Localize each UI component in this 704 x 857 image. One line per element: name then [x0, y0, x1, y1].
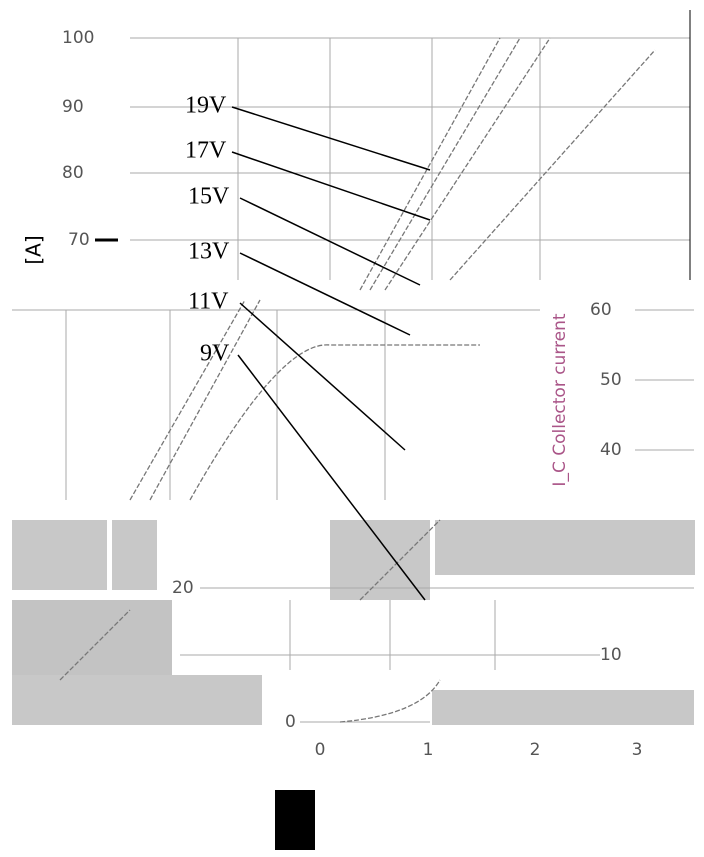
y-tick-label: 0	[285, 712, 296, 732]
curve-label: 11V	[188, 289, 229, 315]
curve-label: 9V	[200, 341, 230, 367]
leader-lines	[231, 106, 431, 601]
y-tick-label: 40	[600, 440, 622, 460]
x-tick-label: 0	[315, 740, 326, 760]
x-tick-label: 3	[632, 740, 643, 760]
side-label: I_C Collector current	[550, 313, 570, 486]
curve-label: 17V	[185, 138, 227, 164]
y-tick-label: 60	[590, 300, 612, 320]
y-tick-label: 70	[68, 230, 90, 250]
y-tick-label: 90	[62, 97, 84, 117]
y-tick-label: 100	[62, 28, 94, 48]
background-blocks	[12, 520, 695, 850]
curves	[59, 37, 656, 723]
y-tick-label: 20	[172, 578, 194, 598]
y-tick-label: 10	[600, 645, 622, 665]
x-tick-label: 1	[423, 740, 434, 760]
y-tick-label: 80	[62, 163, 84, 183]
curve-label: 15V	[188, 184, 230, 210]
y-tick-label: 50	[600, 370, 622, 390]
curve-label: 19V	[185, 93, 227, 119]
curve-label: 13V	[188, 239, 230, 265]
x-tick-label: 2	[530, 740, 541, 760]
grid	[12, 10, 694, 723]
y-axis-label: [A]	[22, 235, 46, 264]
